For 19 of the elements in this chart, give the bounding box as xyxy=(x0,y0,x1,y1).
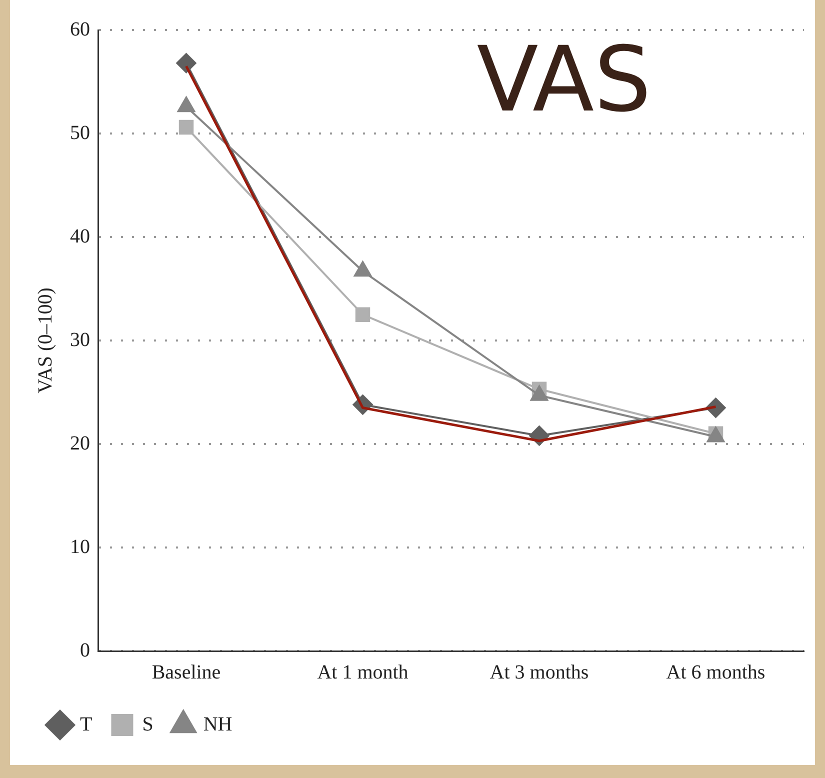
x-tick-label: At 1 month xyxy=(317,661,408,684)
y-tick-label: 40 xyxy=(70,225,90,248)
x-tick-label: At 3 months xyxy=(490,661,589,684)
point xyxy=(178,120,194,135)
legend-label: NH xyxy=(203,713,232,736)
y-tick-label: 60 xyxy=(70,18,90,40)
legend-label: S xyxy=(142,713,154,736)
y-tick-label: 0 xyxy=(80,639,90,662)
y-tick-label: 30 xyxy=(70,328,90,351)
legend-label: T xyxy=(80,713,92,736)
x-tick-label: Baseline xyxy=(152,661,221,684)
y-tick-label: 20 xyxy=(70,432,90,454)
y-tick-label: 10 xyxy=(70,536,90,558)
y-tick-label: 50 xyxy=(70,122,90,144)
y-axis-title: VAS (0–100) xyxy=(34,288,56,394)
annotation: VAS xyxy=(476,27,652,132)
x-tick-label: At 6 months xyxy=(666,661,766,684)
point xyxy=(176,53,196,74)
point xyxy=(355,307,370,322)
